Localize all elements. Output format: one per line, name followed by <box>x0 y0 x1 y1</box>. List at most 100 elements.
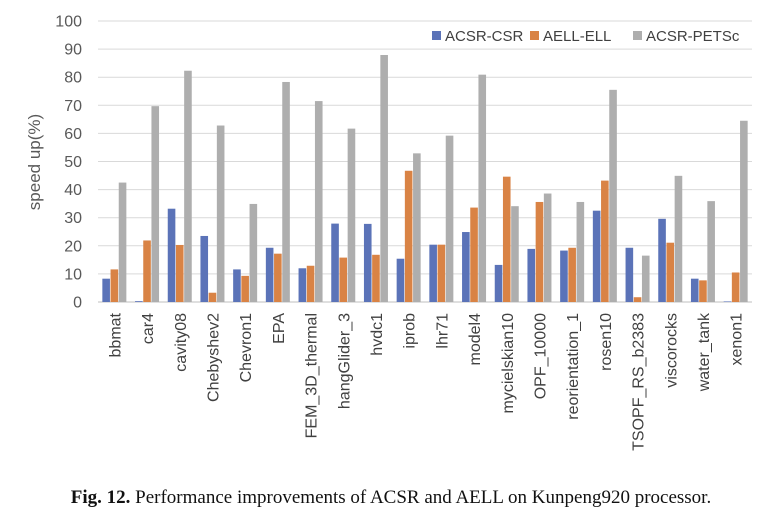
y-tick-label: 40 <box>64 182 82 199</box>
x-tick-label: lhr71 <box>434 313 451 349</box>
caption-text: Performance improvements of ACSR and AEL… <box>135 487 712 508</box>
bar-acsr-petsc <box>445 135 454 302</box>
bar-aell-ell <box>175 244 184 302</box>
x-tick-label: car4 <box>140 313 157 344</box>
x-tick-labels: bbmat car4 cavity08 Chebyshev2 Chevron1 EPA FE… <box>107 312 745 451</box>
bar-acsr-petsc <box>674 175 683 302</box>
bar-acsr-petsc <box>576 201 585 302</box>
bar-acsr-petsc <box>118 182 127 302</box>
bar-acsr-petsc <box>184 70 192 302</box>
bar-acsr-csr <box>494 264 503 302</box>
bar-aell-ell <box>306 265 315 302</box>
bar-acsr-petsc <box>609 89 617 302</box>
y-tick-label: 0 <box>73 295 82 312</box>
bar-acsr-petsc <box>641 255 650 302</box>
bar-aell-ell <box>699 280 707 302</box>
x-tick-label: viscorocks <box>663 313 680 388</box>
x-tick-label: rosen10 <box>598 313 615 371</box>
y-tick-label: 50 <box>64 154 82 171</box>
y-tick-labels: 0 10 20 30 40 50 60 70 80 90 100 <box>55 14 82 312</box>
bar-aell-ell <box>470 207 478 302</box>
bar-aell-ell <box>339 257 348 302</box>
bar-acsr-csr <box>429 244 437 302</box>
bar-acsr-petsc <box>347 128 356 302</box>
legend-label: AELL-ELL <box>543 28 611 45</box>
bar-acsr-petsc <box>282 81 290 303</box>
x-tick-label: EPA <box>271 313 288 344</box>
y-tick-label: 90 <box>64 42 82 59</box>
caption-label: Fig. 12. <box>70 487 131 508</box>
bar-acsr-petsc <box>707 201 715 302</box>
bar-acsr-petsc <box>740 120 748 302</box>
bar-acsr-csr <box>723 301 732 302</box>
bar-acsr-petsc <box>151 106 160 302</box>
bar-acsr-csr <box>396 258 405 302</box>
x-tick-label: hangGlider_3 <box>336 313 353 409</box>
bar-acsr-csr <box>200 235 209 302</box>
y-tick-label: 80 <box>64 70 82 87</box>
bar-acsr-csr <box>233 269 241 302</box>
bar-acsr-petsc <box>413 153 421 302</box>
x-tick-label: mycielskian10 <box>500 313 517 414</box>
x-tick-label: Chebyshev2 <box>205 313 222 402</box>
x-tick-label: bbmat <box>107 312 124 357</box>
bar-acsr-csr <box>560 250 568 302</box>
x-tick-label: cavity08 <box>173 313 190 372</box>
figure-caption: Fig. 12. Performance improvements of ACS… <box>0 487 782 509</box>
bar-acsr-csr <box>462 232 470 302</box>
legend: ACSR-CSR AELL-ELL ACSR-PETSc <box>432 28 740 45</box>
legend-label: ACSR-CSR <box>445 28 524 45</box>
bar-aell-ell <box>601 180 609 302</box>
x-tick-label: xenon1 <box>729 313 746 366</box>
bar-acsr-csr <box>167 208 176 302</box>
bar-acsr-petsc <box>380 55 388 302</box>
bar-aell-ell <box>633 297 642 302</box>
x-tick-label: Chevron1 <box>238 313 255 382</box>
bar-acsr-csr <box>690 278 699 302</box>
bar-acsr-petsc <box>314 101 323 303</box>
bar-acsr-csr <box>363 223 372 302</box>
x-tick-label: hvdc1 <box>369 313 386 356</box>
gridlines <box>98 20 752 303</box>
y-tick-label: 70 <box>64 98 82 115</box>
bar-acsr-csr <box>135 301 143 302</box>
bar-aell-ell <box>110 269 119 302</box>
bar-acsr-csr <box>298 268 307 302</box>
bar-aell-ell <box>143 240 151 302</box>
y-tick-label: 30 <box>64 210 82 227</box>
legend-label: ACSR-PETSc <box>646 28 740 45</box>
bar-aell-ell <box>208 292 217 302</box>
bar-acsr-csr <box>265 247 274 302</box>
x-tick-label: water_tank <box>696 312 713 392</box>
x-tick-label: FEM_3D_thermal <box>304 313 321 438</box>
bar-acsr-petsc <box>249 203 258 302</box>
bar-aell-ell <box>241 275 249 302</box>
bar-aell-ell <box>666 242 675 302</box>
bar-aell-ell <box>535 201 544 302</box>
x-tick-label: OPF_10000 <box>532 313 549 399</box>
bar-aell-ell <box>568 247 576 302</box>
bar-aell-ell <box>502 176 511 302</box>
bar-acsr-csr <box>625 247 634 302</box>
bar-aell-ell <box>274 253 282 302</box>
x-tick-label: model4 <box>467 313 484 366</box>
y-axis-label: speed up(%) <box>25 114 44 210</box>
bar-chart: 0 10 20 30 40 50 60 70 80 90 100 bbmat car4 cavity08… <box>25 14 752 451</box>
y-tick-label: 20 <box>64 238 82 255</box>
bar-acsr-csr <box>592 210 601 302</box>
bar-aell-ell <box>372 254 380 302</box>
legend-swatch <box>530 31 539 40</box>
bar-acsr-csr <box>102 278 110 302</box>
y-tick-label: 100 <box>55 14 82 31</box>
bar-acsr-petsc <box>216 125 225 302</box>
bar-acsr-petsc <box>511 206 519 302</box>
bar-acsr-csr <box>331 223 339 302</box>
bar-acsr-petsc <box>543 193 552 302</box>
bar-aell-ell <box>437 244 446 302</box>
y-tick-label: 10 <box>64 266 82 283</box>
x-tick-label: TSOPF_RS_b2383 <box>631 313 648 451</box>
x-tick-label: iprob <box>402 313 419 349</box>
bar-acsr-petsc <box>478 74 487 303</box>
x-tick-label: reorientation_1 <box>565 313 582 420</box>
legend-swatch <box>432 31 441 40</box>
